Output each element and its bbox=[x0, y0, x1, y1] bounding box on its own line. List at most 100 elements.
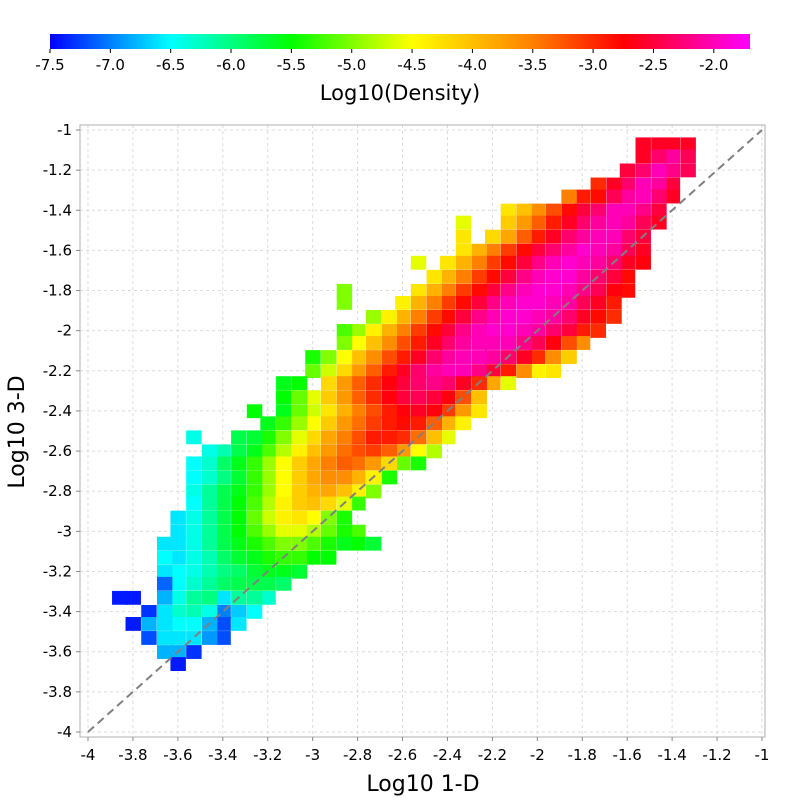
heatmap-cell bbox=[320, 456, 337, 471]
heatmap-cell bbox=[440, 430, 456, 445]
heatmap-cell bbox=[426, 336, 442, 350]
heatmap-cell bbox=[291, 510, 308, 525]
heatmap-cell bbox=[156, 536, 173, 551]
heatmap-cell bbox=[305, 484, 321, 499]
heatmap-cell bbox=[619, 283, 636, 298]
heatmap-cell bbox=[381, 470, 398, 485]
y-tick-label: -3.6 bbox=[43, 643, 72, 661]
heatmap-cell bbox=[365, 404, 382, 419]
heatmap-cell bbox=[529, 295, 546, 310]
heatmap-cell bbox=[410, 324, 427, 338]
heatmap-cell bbox=[141, 617, 157, 631]
y-tick-label: -1.8 bbox=[43, 282, 72, 300]
heatmap-cell bbox=[291, 390, 308, 405]
heatmap-cell bbox=[231, 550, 247, 565]
heatmap-cell bbox=[680, 149, 696, 164]
heatmap-cell bbox=[170, 617, 186, 631]
heatmap-cell bbox=[590, 283, 607, 298]
heatmap-cell bbox=[574, 215, 591, 230]
heatmap-cell bbox=[381, 430, 398, 445]
heatmap-cell bbox=[231, 484, 247, 499]
heatmap-cell bbox=[529, 350, 546, 364]
heatmap-cell bbox=[500, 376, 517, 391]
heatmap-cell bbox=[215, 496, 231, 511]
x-tick-label: -3.6 bbox=[163, 746, 192, 764]
heatmap-cell bbox=[336, 364, 353, 379]
heatmap-cell bbox=[395, 295, 411, 310]
heatmap-cell bbox=[455, 295, 472, 310]
heatmap-cell bbox=[545, 203, 562, 218]
heatmap-cell bbox=[606, 189, 622, 204]
heatmap-cell bbox=[561, 269, 577, 284]
heatmap-cell bbox=[426, 310, 442, 324]
heatmap-cell bbox=[260, 536, 276, 551]
heatmap-cell bbox=[186, 590, 202, 605]
heatmap-cell bbox=[440, 310, 456, 324]
heatmap-cell bbox=[320, 430, 337, 445]
heatmap-cell bbox=[381, 390, 398, 405]
heatmap-cell bbox=[246, 430, 263, 445]
heatmap-cell bbox=[201, 470, 218, 485]
heatmap-cell bbox=[186, 470, 202, 485]
heatmap-cell bbox=[545, 243, 562, 258]
heatmap-cell bbox=[365, 336, 382, 350]
heatmap-cell bbox=[350, 390, 366, 405]
heatmap-cell bbox=[574, 255, 591, 270]
heatmap-cell bbox=[590, 189, 607, 204]
heatmap-cell bbox=[426, 404, 442, 419]
heatmap-cell bbox=[381, 416, 398, 431]
heatmap-cell bbox=[410, 350, 427, 364]
heatmap-cell bbox=[170, 564, 186, 579]
heatmap-cell bbox=[426, 350, 442, 364]
heatmap-cell bbox=[350, 336, 366, 350]
heatmap-cell bbox=[320, 364, 337, 379]
plot-area bbox=[79, 124, 766, 738]
heatmap-cell bbox=[395, 364, 411, 379]
x-tick-label: -4 bbox=[81, 746, 96, 764]
heatmap-cell bbox=[545, 336, 562, 350]
heatmap-cell bbox=[201, 590, 218, 605]
heatmap-cell bbox=[350, 324, 366, 338]
heatmap-cell bbox=[590, 243, 607, 258]
heatmap-cell bbox=[215, 564, 231, 579]
heatmap-cell bbox=[246, 550, 263, 565]
heatmap-cell bbox=[574, 243, 591, 258]
y-tick-label: -2.4 bbox=[43, 402, 72, 420]
heatmap-cell bbox=[395, 336, 411, 350]
heatmap-cell bbox=[455, 404, 472, 419]
heatmap-cell bbox=[574, 295, 591, 310]
heatmap-cell bbox=[350, 416, 366, 431]
heatmap-cell bbox=[246, 604, 263, 619]
heatmap-cell bbox=[440, 350, 456, 364]
heatmap-cell bbox=[231, 536, 247, 551]
heatmap-cell bbox=[186, 564, 202, 579]
colorbar-title: Log10(Density) bbox=[320, 81, 480, 105]
heatmap-cell bbox=[635, 203, 651, 218]
heatmap-cell bbox=[590, 203, 607, 218]
heatmap-cell bbox=[246, 590, 263, 605]
heatmap-cell bbox=[291, 470, 308, 485]
heatmap-cell bbox=[201, 564, 218, 579]
heatmap-cell bbox=[260, 550, 276, 565]
heatmap-cell bbox=[590, 215, 607, 230]
heatmap-cell bbox=[291, 444, 308, 459]
heatmap-cell bbox=[305, 456, 321, 471]
x-tick-label: -3.4 bbox=[208, 746, 237, 764]
heatmap-cell bbox=[260, 576, 276, 591]
colorbar-tick-label: -7.0 bbox=[96, 56, 125, 74]
heatmap-cell bbox=[395, 376, 411, 391]
colorbar-tick-label: -5.5 bbox=[277, 56, 306, 74]
heatmap-cell bbox=[590, 295, 607, 310]
heatmap-cell bbox=[320, 404, 337, 419]
heatmap-cell bbox=[231, 564, 247, 579]
heatmap-cell bbox=[276, 404, 292, 419]
heatmap-cell bbox=[651, 203, 667, 218]
heatmap-cell bbox=[201, 604, 218, 619]
heatmap-cell bbox=[201, 510, 218, 525]
heatmap-cell bbox=[635, 189, 651, 204]
heatmap-cell bbox=[590, 324, 607, 338]
heatmap-cell bbox=[246, 404, 263, 419]
heatmap-cell bbox=[500, 269, 517, 284]
heatmap-cell bbox=[606, 215, 622, 230]
heatmap-cell bbox=[484, 255, 501, 270]
